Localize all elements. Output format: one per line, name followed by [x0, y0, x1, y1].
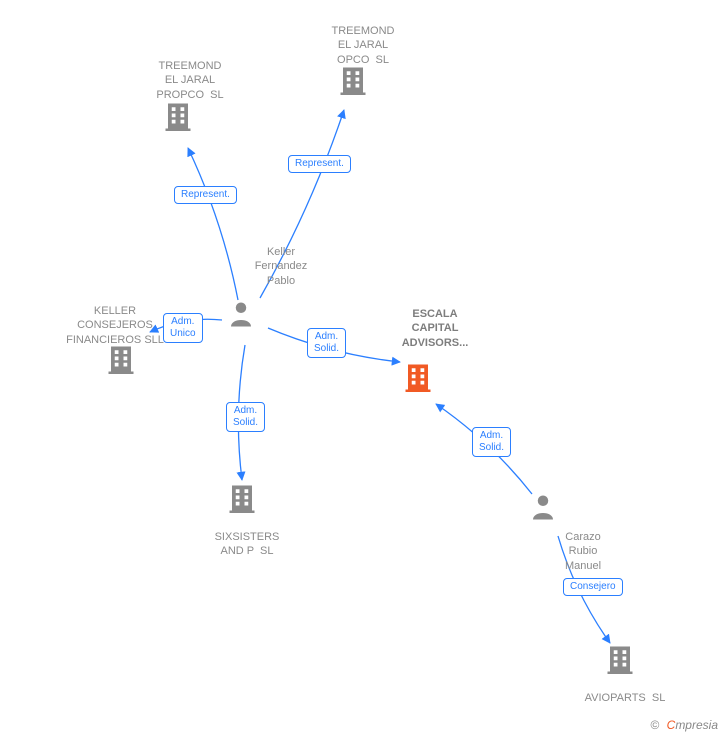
person-icon[interactable]: [528, 492, 558, 527]
company-icon[interactable]: [227, 483, 257, 518]
company-label: TREEMOND EL JARAL OPCO SL: [313, 24, 413, 67]
edge-label: Represent.: [288, 155, 351, 173]
edge-label: Adm. Unico: [163, 313, 203, 343]
footer-brand: © Cmpresia: [650, 718, 718, 732]
person-label: Carazo Rubio Manuel: [543, 530, 623, 573]
edge-label: Represent.: [174, 186, 237, 204]
person-icon[interactable]: [226, 299, 256, 334]
company-icon[interactable]: [605, 644, 635, 679]
company-icon[interactable]: [403, 362, 433, 397]
company-label: KELLER CONSEJEROS FINANCIEROS SLL: [55, 304, 175, 347]
edge-label: Adm. Solid.: [226, 402, 265, 432]
copyright-symbol: ©: [650, 718, 659, 732]
person-label: Keller Fernandez Pablo: [241, 245, 321, 288]
company-label: ESCALA CAPITAL ADVISORS...: [380, 307, 490, 350]
company-icon[interactable]: [163, 101, 193, 136]
edge-label: Consejero: [563, 578, 623, 596]
company-icon[interactable]: [338, 65, 368, 100]
company-icon[interactable]: [106, 344, 136, 379]
brand-initial: C: [667, 718, 676, 732]
company-label: SIXSISTERS AND P SL: [197, 530, 297, 559]
edge-label: Adm. Solid.: [472, 427, 511, 457]
edge: [188, 148, 238, 300]
brand-rest: mpresia: [675, 718, 718, 732]
company-label: TREEMOND EL JARAL PROPCO SL: [140, 59, 240, 102]
company-label: AVIOPARTS SL: [570, 691, 680, 705]
edge-label: Adm. Solid.: [307, 328, 346, 358]
